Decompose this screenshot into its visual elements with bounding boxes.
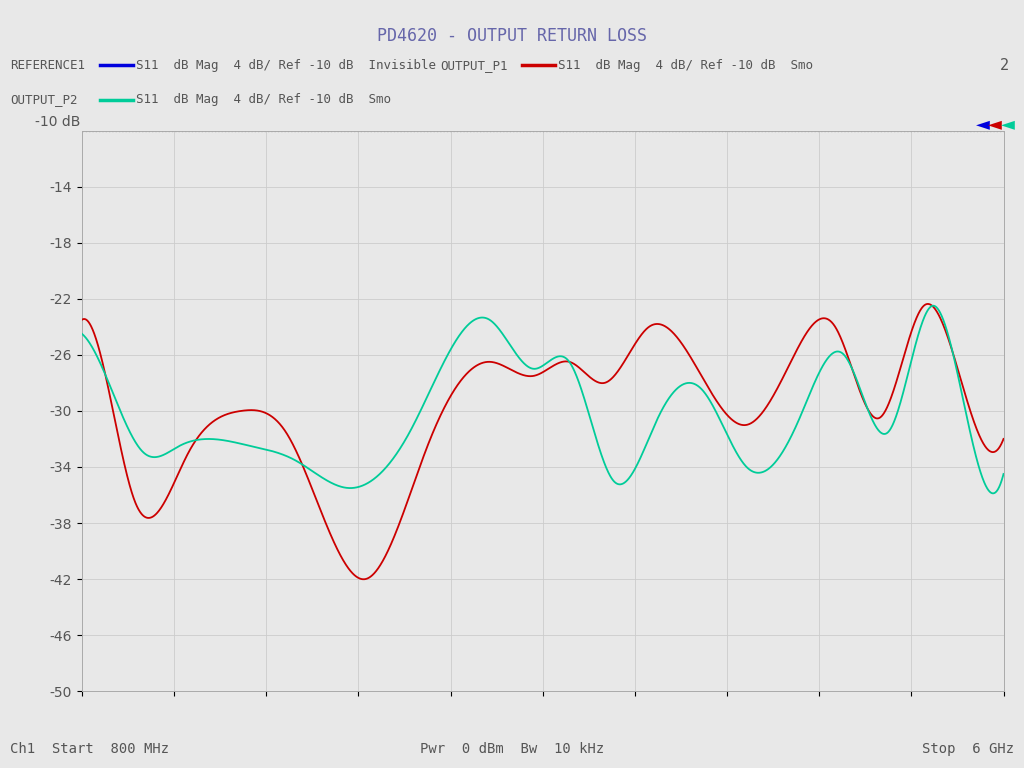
Text: 2: 2 [999,58,1009,73]
Text: ◄: ◄ [976,115,990,134]
Text: Ch1  Start  800 MHz: Ch1 Start 800 MHz [10,742,169,756]
Text: S11  dB Mag  4 dB/ Ref -10 dB  Invisible: S11 dB Mag 4 dB/ Ref -10 dB Invisible [136,59,436,71]
Text: S11  dB Mag  4 dB/ Ref -10 dB  Smo: S11 dB Mag 4 dB/ Ref -10 dB Smo [136,94,391,106]
Text: -10 dB: -10 dB [35,115,80,130]
Text: ◄: ◄ [988,115,1002,134]
Text: Stop  6 GHz: Stop 6 GHz [922,742,1014,756]
Text: ◄: ◄ [1000,115,1015,134]
Text: PD4620 - OUTPUT RETURN LOSS: PD4620 - OUTPUT RETURN LOSS [377,27,647,45]
Text: REFERENCE1: REFERENCE1 [10,59,85,71]
Text: S11  dB Mag  4 dB/ Ref -10 dB  Smo: S11 dB Mag 4 dB/ Ref -10 dB Smo [558,59,813,71]
Text: Pwr  0 dBm  Bw  10 kHz: Pwr 0 dBm Bw 10 kHz [420,742,604,756]
Text: OUTPUT_P2: OUTPUT_P2 [10,94,78,106]
Text: OUTPUT_P1: OUTPUT_P1 [440,59,508,71]
